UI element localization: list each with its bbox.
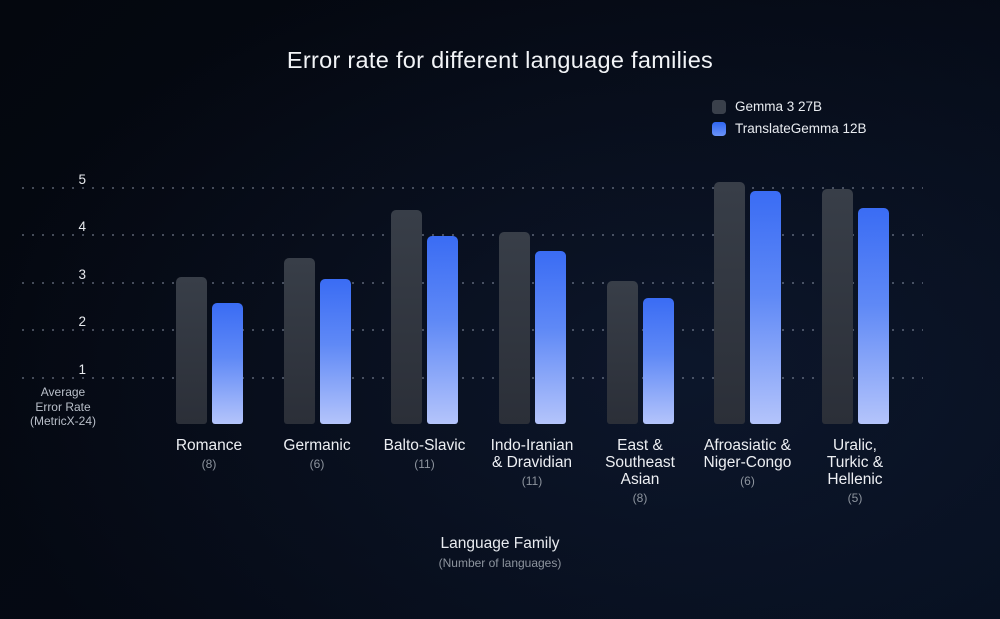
y-tick-label-3: 3 — [78, 266, 86, 282]
bar-translategemma-12b-5 — [750, 191, 781, 424]
category-label-3: Indo-Iranian & Dravidian (11) — [467, 437, 597, 488]
y-axis-caption-line: Average — [40, 385, 86, 399]
category-count-label: (11) — [414, 457, 435, 471]
y-tick-label-2: 2 — [78, 314, 86, 329]
bar-translategemma-12b-3 — [534, 251, 566, 424]
y-tick-label-1: 1 — [78, 361, 86, 377]
category-count-label: (8) — [632, 491, 648, 505]
x-axis-caption-main: Language Family — [440, 535, 560, 552]
category-label-line: Germanic — [283, 437, 351, 454]
category-label-2: Balto-Slavic (11) — [360, 437, 490, 471]
category-label-5: Afroasiatic & Niger-Congo (6) — [683, 437, 813, 488]
bar-gemma-3-27b-3 — [498, 232, 530, 424]
translategemma-swatch-icon — [712, 121, 726, 136]
gemma-swatch-icon — [712, 99, 726, 114]
gridline-4 — [22, 234, 923, 236]
bar-translategemma-12b-0 — [211, 303, 243, 424]
y-axis-caption-line: (MetricX-24) — [29, 414, 96, 428]
category-label-line: Southeast — [605, 454, 675, 471]
x-axis-caption: Language Family (Number of languages) — [0, 535, 1000, 570]
bar-translategemma-12b-1 — [319, 279, 351, 424]
category-count-label: (5) — [847, 491, 863, 505]
bar-gemma-3-27b-4 — [606, 281, 638, 424]
gridline-1 — [22, 376, 923, 379]
y-axis-caption-line: Error Rate — [35, 399, 91, 414]
category-label-line: Indo-Iranian — [490, 437, 574, 454]
chart-title: Error rate for different language famili… — [286, 47, 714, 73]
category-label-6: Uralic, Turkic & Hellenic (5) — [790, 437, 920, 505]
y-tick-label-4: 4 — [78, 219, 86, 234]
x-axis-caption-sub: (Number of languages) — [438, 556, 562, 570]
bar-gemma-3-27b-2 — [391, 210, 422, 424]
category-label-line: Niger-Congo — [703, 454, 792, 471]
legend-item-translategemma: TranslateGemma 12B — [712, 121, 867, 136]
bar-translategemma-12b-2 — [427, 236, 458, 424]
category-label-1: Germanic (6) — [252, 437, 382, 471]
category-count-label: (11) — [521, 474, 543, 488]
category-label-line: Romance — [175, 437, 243, 454]
gridline-5 — [22, 186, 923, 189]
gridline-3 — [22, 281, 923, 284]
legend-label-translategemma: TranslateGemma 12B — [735, 121, 867, 136]
legend: Gemma 3 27B TranslateGemma 12B — [712, 99, 867, 143]
bar-gemma-3-27b-5 — [714, 182, 745, 424]
bar-translategemma-12b-4 — [642, 298, 674, 424]
legend-item-gemma: Gemma 3 27B — [712, 99, 867, 114]
category-label-line: Uralic, — [833, 437, 877, 454]
bar-translategemma-12b-6 — [857, 208, 889, 424]
category-count-label: (6) — [309, 457, 325, 471]
bar-gemma-3-27b-6 — [821, 189, 853, 424]
category-count-label: (6) — [740, 474, 755, 488]
category-label-line: & Dravidian — [491, 454, 573, 471]
legend-label-gemma: Gemma 3 27B — [735, 99, 823, 114]
category-count-label: (8) — [201, 457, 217, 471]
y-tick-label-5: 5 — [78, 171, 86, 187]
category-label-0: Romance (8) — [144, 437, 274, 471]
category-label-line: Balto-Slavic — [383, 437, 466, 454]
y-axis-caption: Average Error Rate (MetricX-24) — [18, 385, 108, 429]
bar-gemma-3-27b-1 — [283, 258, 315, 424]
category-label-line: East & — [617, 437, 663, 454]
category-label-line: Asian — [620, 471, 660, 488]
gridline-2 — [22, 329, 923, 331]
category-label-line: Hellenic — [827, 471, 883, 488]
category-label-line: Turkic & — [826, 454, 884, 471]
category-label-line: Afroasiatic & — [703, 437, 791, 454]
bar-gemma-3-27b-0 — [175, 277, 207, 424]
category-label-4: East & Southeast Asian (8) — [575, 437, 705, 505]
